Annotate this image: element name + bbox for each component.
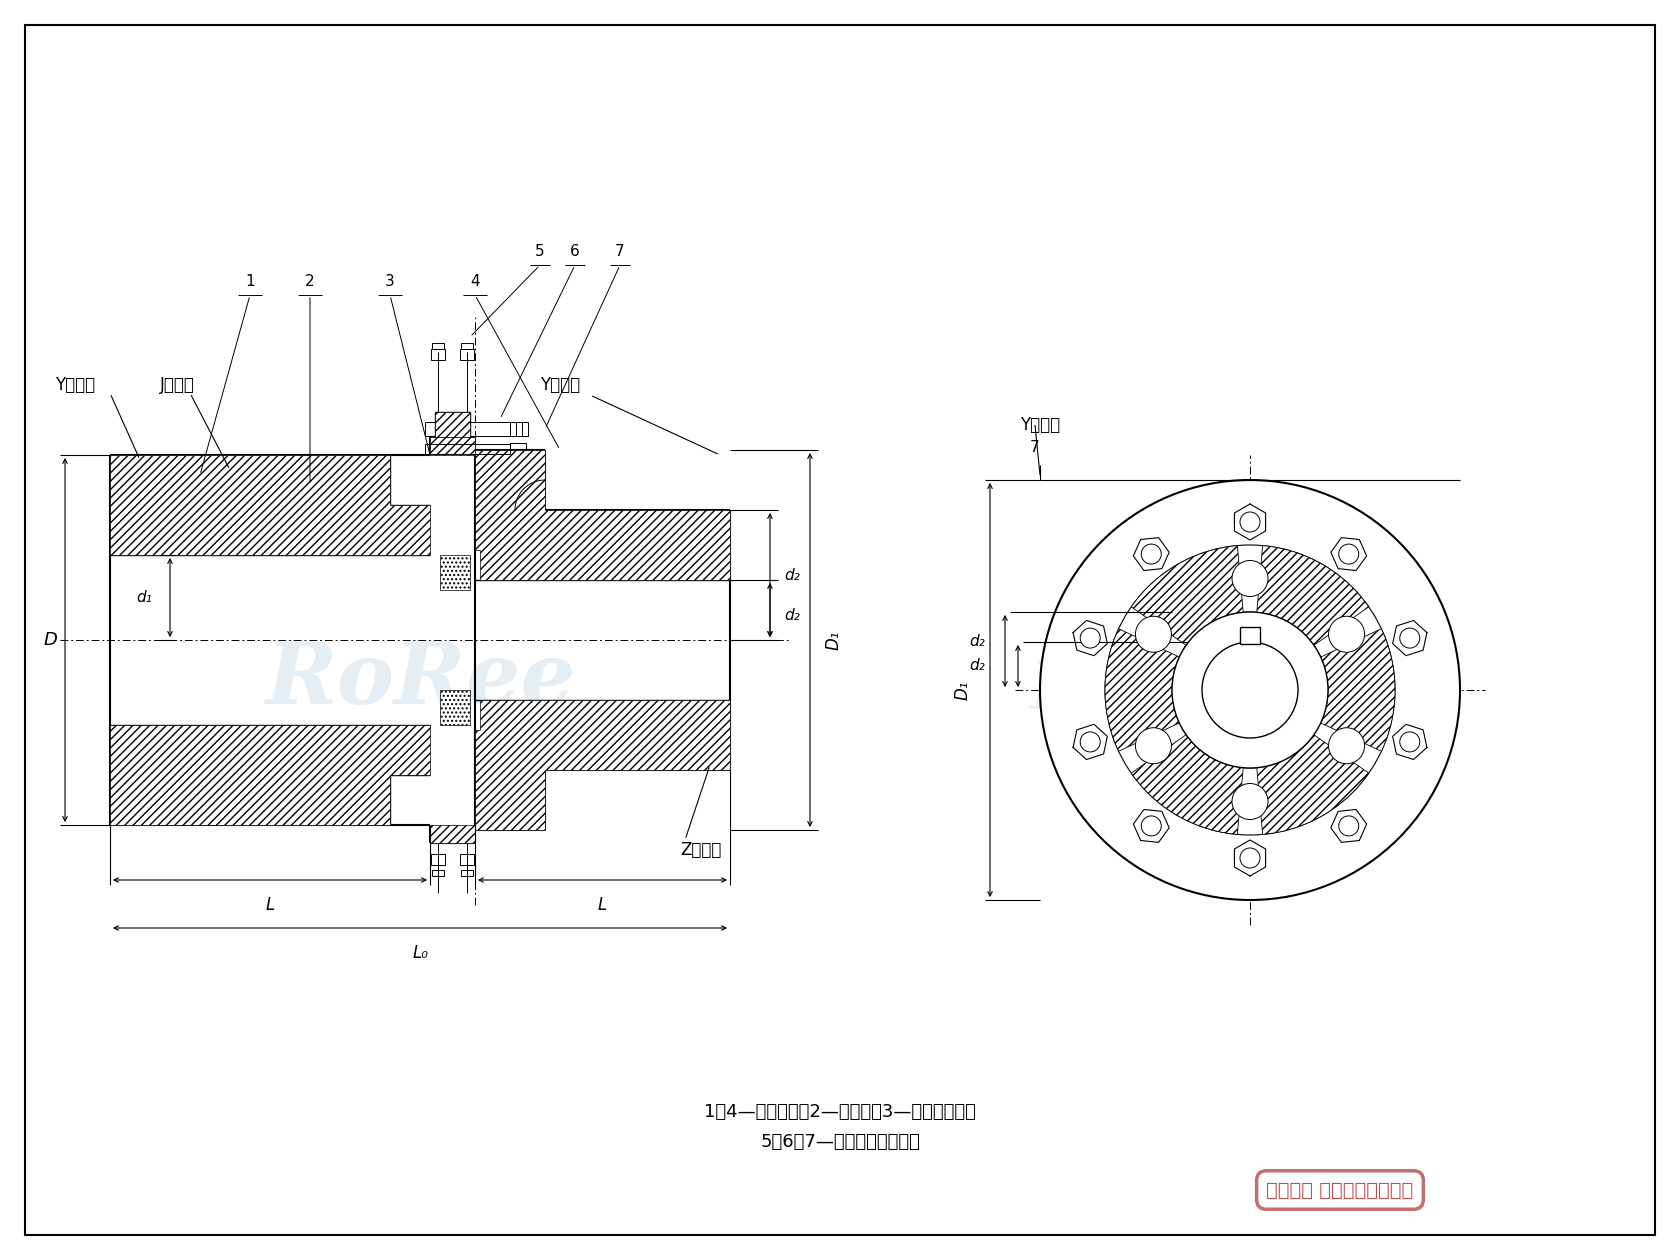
Text: 1: 1: [245, 273, 255, 289]
Text: d₂: d₂: [969, 634, 984, 649]
Polygon shape: [440, 554, 470, 590]
Bar: [460, 349, 474, 360]
Text: 版权所有 侵权必被严厉追究: 版权所有 侵权必被严厉追究: [1267, 1181, 1413, 1200]
Circle shape: [1141, 544, 1161, 564]
Text: 2: 2: [306, 273, 314, 289]
Bar: [435, 412, 470, 437]
Polygon shape: [475, 701, 731, 830]
Text: 1、4—半联轴器；2—弹性件；3—法兰连接件；: 1、4—半联轴器；2—弹性件；3—法兰连接件；: [704, 1102, 976, 1121]
Circle shape: [1080, 732, 1100, 752]
Text: 6: 6: [570, 244, 580, 260]
Circle shape: [1173, 612, 1327, 769]
Text: RoRee: RoRee: [1030, 658, 1270, 722]
Text: d₂: d₂: [969, 659, 984, 674]
Polygon shape: [1105, 629, 1179, 751]
Polygon shape: [1131, 735, 1243, 834]
Bar: [432, 869, 444, 876]
Circle shape: [1329, 728, 1364, 764]
Bar: [460, 869, 474, 876]
Circle shape: [1231, 784, 1268, 819]
Circle shape: [1040, 480, 1460, 900]
Text: L: L: [265, 896, 274, 913]
Circle shape: [1399, 732, 1420, 752]
Bar: [511, 422, 528, 436]
Circle shape: [1201, 643, 1299, 738]
Text: J型轴孔: J型轴孔: [160, 375, 195, 394]
Text: 5: 5: [536, 244, 544, 260]
Text: Y型轴孔: Y型轴孔: [1020, 416, 1060, 433]
Polygon shape: [1257, 735, 1369, 834]
Circle shape: [1329, 616, 1364, 653]
Polygon shape: [435, 412, 470, 437]
Bar: [511, 444, 526, 455]
Text: d₂: d₂: [785, 607, 800, 622]
Text: 5、6、7—螺栓、螺母、坤片: 5、6、7—螺栓、螺母、坤片: [759, 1133, 921, 1150]
Polygon shape: [430, 437, 475, 455]
Bar: [432, 343, 444, 349]
Circle shape: [1136, 616, 1171, 653]
Text: Y型轴孔: Y型轴孔: [539, 375, 580, 394]
Circle shape: [1231, 561, 1268, 596]
Circle shape: [1141, 816, 1161, 835]
Circle shape: [1240, 848, 1260, 868]
Polygon shape: [1320, 629, 1394, 751]
Text: RoRee: RoRee: [265, 639, 575, 722]
Circle shape: [1136, 728, 1171, 764]
Circle shape: [1080, 627, 1100, 648]
Text: d₂: d₂: [785, 567, 800, 582]
Text: 7: 7: [615, 244, 625, 260]
Bar: [432, 349, 445, 360]
Text: 7: 7: [1030, 440, 1040, 455]
Polygon shape: [1257, 546, 1369, 645]
Text: L₀: L₀: [412, 944, 428, 961]
Bar: [432, 854, 445, 866]
Polygon shape: [440, 690, 470, 724]
Text: D₁: D₁: [825, 630, 843, 650]
Circle shape: [1339, 544, 1359, 564]
Circle shape: [1399, 627, 1420, 648]
Polygon shape: [109, 455, 430, 554]
Text: Z型轴孔: Z型轴孔: [680, 840, 721, 859]
Polygon shape: [109, 724, 430, 825]
Bar: [460, 343, 474, 349]
Circle shape: [1240, 512, 1260, 532]
Text: d₁: d₁: [136, 590, 151, 605]
Text: L: L: [598, 896, 606, 913]
Circle shape: [1339, 816, 1359, 835]
Text: D: D: [44, 631, 57, 649]
Text: 3: 3: [385, 273, 395, 289]
Polygon shape: [475, 450, 731, 580]
Polygon shape: [1131, 546, 1243, 645]
Text: D₁: D₁: [954, 680, 973, 699]
Bar: [460, 854, 474, 866]
Polygon shape: [430, 825, 475, 843]
Text: 4: 4: [470, 273, 480, 289]
Bar: [1240, 627, 1260, 644]
Text: Y型轴孔: Y型轴孔: [55, 375, 96, 394]
